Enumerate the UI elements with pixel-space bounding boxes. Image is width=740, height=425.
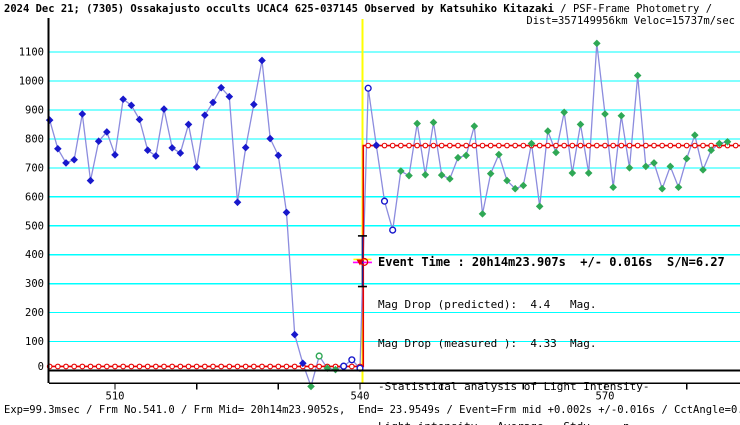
y-axis-labels-group: 0 100 200 300 400 500 600 700 800 900 1000 1100 [19,47,44,373]
x-axis-ticks-group: 510 540 570 [106,383,688,403]
footer-info: Exp=99.3msec / Frm No.541.0 / Frm Mid= 2… [4,404,740,416]
mag-drop-predicted-text: Mag Drop (predicted): 4.4 Mag. [378,297,597,311]
model-fit-group [46,142,740,370]
svg-text:0: 0 [38,361,44,373]
svg-text:300: 300 [25,278,44,290]
svg-text:510: 510 [106,391,125,403]
svg-text:100: 100 [25,336,44,348]
stats-column-header: Light intensity Average Stdv n [378,420,725,425]
title-method-text: / PSF-Frame Photometry / [553,3,713,15]
svg-text:600: 600 [25,191,44,203]
page-title: 2024 Dec 21; (7305) Ossakajusto occults … [4,3,712,15]
svg-text:570: 570 [596,391,615,403]
distance-velocity-text: Dist=357149956km Veloc=15737m/sec [526,15,735,27]
svg-text:1000: 1000 [19,76,44,88]
data-points-group [45,39,732,391]
svg-text:500: 500 [25,220,44,232]
event-time-text: Event Time : 20h14m23.907s +/- 0.016s S/… [378,255,725,270]
mag-drop-measured-text: Mag Drop (measured ): 4.33 Mag. [378,337,597,351]
stats-overlay: Event Time : 20h14m23.907s +/- 0.016s S/… [378,229,725,425]
svg-text:800: 800 [25,133,44,145]
gridlines-group [49,51,740,343]
svg-text:1100: 1100 [19,47,44,59]
stats-section-header: -Statistical analysis of Light Intensity… [378,380,650,394]
series-line [49,43,728,389]
svg-text:700: 700 [25,162,44,174]
svg-text:900: 900 [25,104,44,116]
axes-group [47,18,740,384]
event-marker-group [352,235,372,288]
svg-text:200: 200 [25,307,44,319]
title-main-text: 2024 Dec 21; (7305) Ossakajusto occults … [4,3,554,15]
svg-text:400: 400 [25,249,44,261]
svg-text:540: 540 [351,391,370,403]
